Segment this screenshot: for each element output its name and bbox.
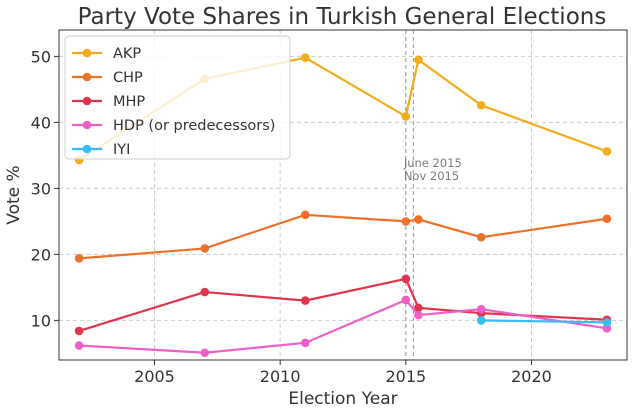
- x-tick-label: 2005: [134, 367, 175, 386]
- data-point: [476, 316, 486, 325]
- x-tick-label: 2015: [385, 367, 426, 386]
- y-tick-label: 20: [31, 245, 51, 264]
- chart-title: Party Vote Shares in Turkish General Ele…: [78, 4, 607, 30]
- data-point: [414, 55, 423, 64]
- series-line: [481, 319, 607, 324]
- x-tick-label: 2010: [260, 367, 301, 386]
- y-axis-title: Vote %: [4, 165, 24, 224]
- y-tick-label: 10: [31, 311, 51, 330]
- marker-label: Nov 2015: [404, 169, 459, 183]
- series-line: [79, 213, 608, 260]
- y-tick-label: 30: [31, 179, 51, 198]
- legend-marker: [82, 144, 92, 154]
- legend-marker: [82, 96, 92, 106]
- data-point: [476, 100, 486, 110]
- y-tick-label: 40: [31, 113, 51, 132]
- y-tick-labels: 10 20 30 40 50: [31, 47, 59, 330]
- legend-label: IYI: [113, 142, 130, 158]
- data-point: [414, 303, 423, 313]
- data-point: [476, 304, 486, 314]
- legend-entry: MHP: [72, 94, 145, 110]
- data-point: [401, 112, 411, 121]
- data-point: [301, 53, 310, 63]
- series-line: [79, 298, 608, 354]
- series-line: [78, 277, 607, 333]
- legend-label: AKP: [113, 46, 141, 62]
- data-point: [74, 326, 84, 336]
- plot-frame: [58, 29, 628, 361]
- data-point: [414, 215, 423, 224]
- legend-marker: [82, 120, 92, 130]
- data-point: [602, 214, 612, 224]
- legend-label: CHP: [113, 70, 143, 86]
- y-tick-label: 50: [31, 47, 51, 66]
- data-point: [200, 287, 210, 297]
- legend-entry: AKP: [72, 46, 141, 62]
- legend: AKP CHP MHP HDP (or predecessors) IYI: [64, 35, 291, 160]
- x-axis-title: Election Year: [288, 389, 397, 409]
- data-point: [602, 318, 612, 327]
- data-point: [401, 274, 411, 284]
- data-point: [301, 296, 310, 305]
- data-point: [602, 324, 612, 333]
- legend-marker: [82, 48, 92, 58]
- legend-marker: [82, 72, 92, 82]
- legend-entry: IYI: [72, 142, 130, 158]
- series-chp: [74, 210, 612, 263]
- data-point: [476, 232, 486, 242]
- legend-box: [64, 35, 291, 160]
- marker-label: June 2015: [403, 156, 462, 170]
- x-tick-label: 2020: [511, 367, 552, 386]
- x-tick-labels: 2005 2010 2015 2020: [134, 360, 552, 386]
- data-point: [74, 341, 84, 350]
- legend-entry: CHP: [72, 70, 143, 86]
- data-point: [74, 254, 84, 263]
- data-point: [414, 310, 423, 320]
- series-hdp-or-predecessors: [74, 295, 612, 358]
- series-iyi: [476, 316, 612, 327]
- data-point: [401, 217, 411, 226]
- legend-label: MHP: [113, 94, 145, 110]
- data-point: [602, 147, 612, 156]
- data-point: [200, 348, 210, 358]
- legend-label: HDP (or predecessors): [113, 118, 275, 134]
- data-point: [301, 338, 310, 348]
- data-point: [401, 295, 411, 305]
- data-point: [200, 244, 210, 253]
- legend-entry: HDP (or predecessors): [72, 118, 275, 134]
- data-point: [301, 210, 310, 220]
